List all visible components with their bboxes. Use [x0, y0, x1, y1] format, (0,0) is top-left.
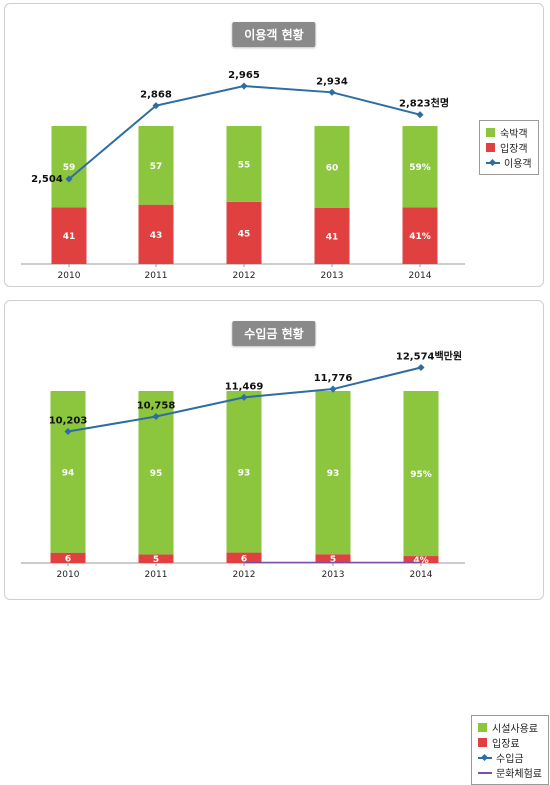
- revenue-bar-bottom-label: 4%: [413, 556, 428, 566]
- revenue-bar-top-label: 95: [150, 469, 163, 479]
- legend-item-users: 이용객: [486, 155, 532, 170]
- visitors-bar-top: [402, 126, 438, 208]
- revenue-bar-top-label: 93: [238, 468, 251, 478]
- legend-item-lodging: 숙박객: [486, 125, 532, 140]
- legend-label-facility-fee: 시설사용료: [492, 724, 538, 735]
- legend-item-facility-fee: 시설사용료: [478, 720, 542, 735]
- visitors-bar-bottom-label: 41: [326, 232, 339, 242]
- legend-swatch-users: [486, 158, 500, 167]
- revenue-x-tick-label: 2013: [322, 570, 345, 580]
- revenue-line-label: 12,574백만원: [396, 350, 462, 363]
- visitors-x-tick-label: 2010: [58, 271, 81, 281]
- legend-label-admission-fee: 입장료: [492, 739, 520, 750]
- revenue-bar-top: [315, 391, 351, 555]
- revenue-bar-top: [226, 391, 262, 553]
- revenue-bar-top-label: 94: [62, 468, 75, 478]
- legend-swatch-culture-fee: [478, 768, 492, 777]
- visitors-bar-bottom-label: 45: [238, 229, 251, 239]
- visitors-bar-top: [138, 126, 174, 205]
- visitors-line-point: [240, 82, 248, 90]
- visitors-line-label: 2,823천명: [399, 97, 449, 110]
- visitors-bar-bottom: [138, 204, 174, 264]
- visitors-bar-top-label: 60: [326, 163, 339, 173]
- revenue-bar-bottom-label: 6: [241, 554, 247, 564]
- revenue-bar-bottom-label: 6: [65, 554, 71, 564]
- visitors-bar-bottom: [51, 207, 87, 264]
- visitors-legend: 숙박객 입장객 이용객: [479, 120, 539, 175]
- visitors-line-label: 2,965: [228, 70, 260, 81]
- legend-label-revenue: 수입금: [496, 754, 524, 765]
- visitors-bar-top-label: 55: [238, 160, 251, 170]
- legend-swatch-revenue: [478, 753, 492, 762]
- visitors-x-tick-label: 2012: [233, 271, 256, 281]
- legend-swatch-lodging: [486, 128, 495, 137]
- visitors-chart-title: 이용객 현황: [232, 22, 316, 47]
- revenue-line-label: 10,758: [137, 401, 176, 412]
- revenue-x-tick-label: 2010: [57, 570, 80, 580]
- revenue-line-label: 11,469: [225, 381, 264, 392]
- visitors-line-point: [65, 175, 73, 183]
- visitors-line-label: 2,934: [316, 76, 348, 87]
- visitors-line-label: 2,868: [140, 90, 172, 101]
- revenue-bar-top: [50, 391, 86, 553]
- visitors-x-tick-label: 2013: [321, 271, 344, 281]
- revenue-chart: 2010 6 94 2011 5 95 2012 6 93 2013 5 93 2014 4% 95% 10,…: [21, 350, 465, 580]
- legend-label-users: 이용객: [504, 159, 532, 170]
- visitors-line-point: [416, 111, 424, 119]
- visitors-bar-bottom: [402, 207, 438, 264]
- visitors-x-tick-label: 2014: [409, 271, 432, 281]
- visitors-bar-top: [51, 126, 87, 208]
- revenue-line-point: [329, 385, 337, 393]
- legend-item-admission: 입장객: [486, 140, 532, 155]
- revenue-bar-bottom: [226, 552, 262, 563]
- visitors-line-point: [152, 102, 160, 110]
- revenue-chart-title: 수입금 현황: [232, 321, 316, 346]
- visitors-bar-bottom-label: 43: [150, 231, 163, 241]
- revenue-bar-bottom-label: 5: [153, 555, 159, 565]
- revenue-bar-bottom-label: 5: [330, 555, 336, 565]
- revenue-chart-panel: 수입금 현황 2010 6 94 2011 5 95 2012 6 93 2013 5 93 2014 4…: [4, 300, 549, 785]
- legend-swatch-admission-fee: [478, 738, 487, 747]
- visitors-line-point: [328, 88, 336, 96]
- legend-item-culture-fee: 문화체험료: [478, 765, 542, 780]
- revenue-line-label: 11,776: [314, 373, 353, 384]
- visitors-chart-panel: 이용객 현황 2010 41 59 2011 43 57 2012 45 55 2013 41 60 2…: [4, 3, 544, 287]
- revenue-bar-bottom: [315, 554, 351, 563]
- revenue-x-tick-label: 2012: [233, 570, 256, 580]
- revenue-bar-top-label: 93: [327, 469, 340, 479]
- visitors-line-label: 2,504: [31, 174, 63, 185]
- visitors-bar-top: [226, 126, 262, 202]
- visitors-bar-bottom: [314, 207, 350, 264]
- visitors-x-tick-label: 2011: [145, 271, 168, 281]
- visitors-bar-bottom: [226, 201, 262, 264]
- revenue-line-point: [417, 363, 425, 372]
- revenue-bar-top: [403, 391, 439, 557]
- visitors-bar-top-label: 57: [150, 162, 163, 172]
- revenue-legend: 시설사용료 입장료 수입금 문화체험료: [471, 715, 549, 785]
- legend-item-revenue: 수입금: [478, 750, 542, 765]
- revenue-line-point: [152, 412, 160, 421]
- legend-swatch-admission: [486, 143, 495, 152]
- legend-swatch-facility-fee: [478, 723, 487, 732]
- legend-label-culture-fee: 문화체험료: [496, 769, 542, 780]
- visitors-bar-bottom-label: 41%: [409, 232, 431, 242]
- visitors-chart: 2010 41 59 2011 43 57 2012 45 55 2013 41 60 2014 41% 5…: [21, 70, 465, 281]
- revenue-x-tick-label: 2014: [410, 570, 433, 580]
- revenue-line-point: [240, 393, 248, 401]
- legend-label-lodging: 숙박객: [500, 129, 528, 140]
- visitors-bar-top-label: 59%: [409, 163, 431, 173]
- revenue-bar-bottom: [138, 554, 174, 563]
- revenue-bar-top-label: 95%: [410, 470, 432, 480]
- visitors-bar-top-label: 59: [63, 163, 76, 173]
- revenue-bar-bottom: [50, 552, 86, 563]
- revenue-x-tick-label: 2011: [145, 570, 168, 580]
- legend-label-admission: 입장객: [500, 144, 528, 155]
- legend-item-admission-fee: 입장료: [478, 735, 542, 750]
- revenue-bar-bottom: [403, 556, 439, 563]
- visitors-bar-bottom-label: 41: [63, 232, 76, 242]
- revenue-line-label: 10,203: [49, 416, 88, 427]
- visitors-bar-top: [314, 126, 350, 208]
